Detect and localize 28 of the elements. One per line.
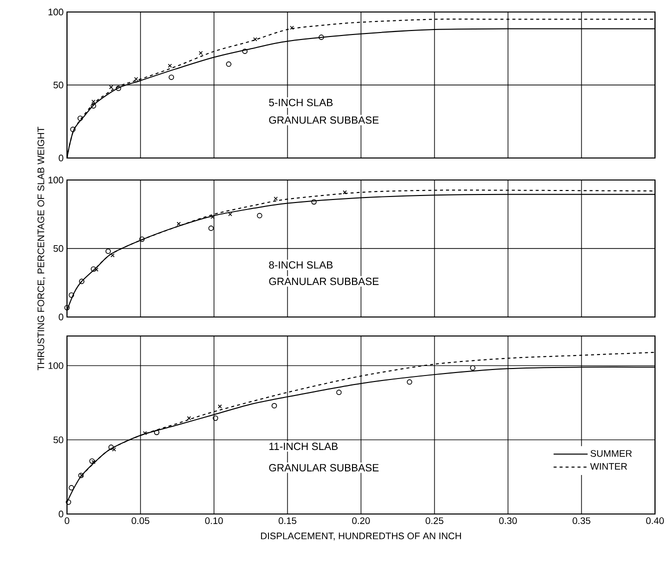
legend-label: WINTER <box>590 463 628 470</box>
y-tick-label: 50 <box>53 245 64 252</box>
y-axis-title: THRUSTING FORCE, PERCENTAGE OF SLAB WEIGHT <box>38 126 46 370</box>
x-tick-label: 0 <box>64 517 70 524</box>
x-tick-label: 0.40 <box>646 517 664 524</box>
x-tick-label: 0.35 <box>572 517 590 524</box>
y-tick-label: 0 <box>58 154 64 162</box>
x-tick-label: 0.25 <box>426 517 444 524</box>
annotation: GRANULAR SUBBASE <box>269 464 379 472</box>
annotation: GRANULAR SUBBASE <box>269 278 379 286</box>
annotation: 11-INCH SLAB <box>269 442 338 450</box>
y-tick-label: 0 <box>58 314 64 320</box>
x-axis-title: DISPLACEMENT, HUNDREDTHS OF AN INCH <box>261 532 461 540</box>
y-tick-label: 100 <box>48 362 64 370</box>
y-tick-label: 50 <box>53 436 64 444</box>
y-tick-label: 100 <box>48 176 64 184</box>
x-tick-label: 0.10 <box>205 517 223 524</box>
y-tick-label: 0 <box>58 510 64 518</box>
y-tick-label: 50 <box>53 82 64 88</box>
annotation: 8-INCH SLAB <box>269 261 333 269</box>
x-tick-label: 0.15 <box>278 517 296 524</box>
annotation: GRANULAR SUBBASE <box>269 116 379 124</box>
x-tick-label: 0.05 <box>132 517 150 524</box>
y-tick-label: 100 <box>48 8 64 16</box>
x-tick-label: 0.30 <box>499 517 517 524</box>
annotation: 5-INCH SLAB <box>269 98 333 106</box>
legend-label: SUMMER <box>590 450 632 457</box>
x-tick-label: 0.20 <box>352 517 370 524</box>
